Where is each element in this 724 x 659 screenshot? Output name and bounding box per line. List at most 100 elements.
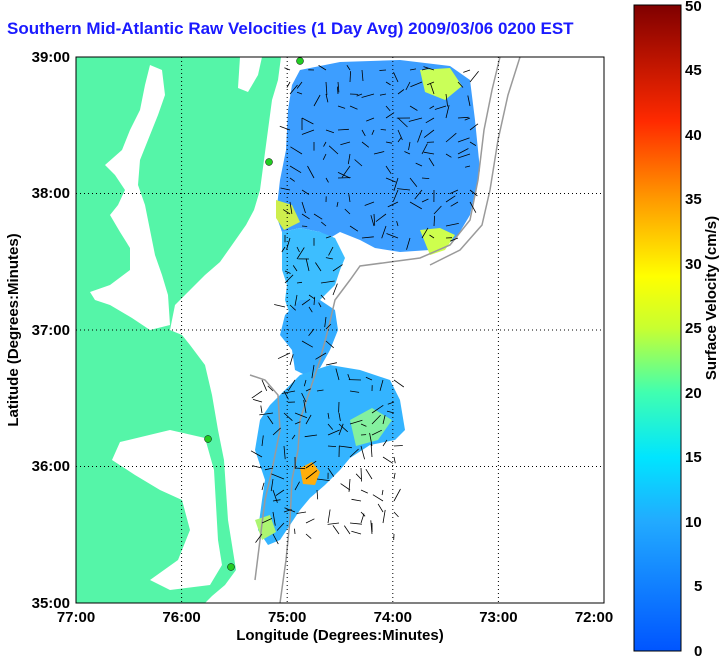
velocity-arrow — [450, 237, 459, 242]
velocity-arrow — [373, 213, 376, 226]
velocity-arrow — [315, 352, 327, 360]
velocity-arrow — [272, 511, 276, 526]
velocity-arrow — [423, 151, 435, 155]
velocity-arrow — [351, 498, 362, 502]
velocity-arrow — [421, 227, 429, 239]
velocity-arrow — [445, 195, 456, 203]
velocity-arrow — [429, 234, 435, 239]
velocity-arrow — [469, 71, 479, 83]
colorbar-tick: 0 — [694, 643, 702, 659]
velocity-arrow — [387, 201, 399, 208]
velocity-arrow — [335, 368, 340, 381]
velocity-arrow — [296, 511, 307, 514]
velocity-arrow — [280, 187, 291, 191]
velocity-arrow — [340, 483, 351, 491]
velocity-arrow — [274, 304, 286, 308]
velocity-arrow — [349, 225, 359, 232]
velocity-arrow — [264, 467, 274, 471]
velocity-arrow — [344, 208, 351, 215]
station-markers — [204, 57, 304, 571]
velocity-arrow — [450, 201, 459, 207]
velocity-arrow — [313, 296, 316, 306]
velocity-arrow — [267, 415, 274, 425]
velocity-arrow — [272, 427, 281, 436]
velocity-arrow — [301, 129, 315, 135]
velocity-field — [255, 60, 480, 545]
lat-tick: 38:00 — [32, 185, 70, 202]
velocity-arrow — [272, 533, 279, 545]
velocity-arrow — [433, 215, 435, 227]
velocity-arrow — [301, 225, 308, 227]
lat-tick: 36:00 — [32, 458, 70, 475]
station-marker — [296, 57, 304, 65]
velocity-arrow — [341, 165, 351, 178]
velocity-arrow — [327, 423, 334, 430]
velocity-arrow — [289, 201, 293, 214]
velocity-arrow — [327, 445, 337, 447]
velocity-arrow — [308, 306, 313, 313]
velocity-arrow — [313, 213, 323, 220]
velocity-arrow — [316, 489, 319, 500]
velocity-arrow — [308, 328, 315, 337]
colorbar-tick: 45 — [685, 62, 702, 79]
velocity-arrow — [382, 439, 388, 447]
velocity-arrow — [261, 435, 264, 447]
velocity-arrow — [320, 280, 335, 284]
velocity-arrow — [338, 423, 348, 433]
velocity-arrow — [294, 421, 301, 425]
velocity-arrow — [351, 530, 362, 535]
velocity-arrow — [364, 201, 375, 206]
velocity-arrow — [271, 473, 285, 480]
velocity-arrow — [296, 246, 300, 253]
velocity-arrow — [311, 364, 315, 379]
velocity-arrow — [386, 233, 399, 239]
velocity-arrow — [361, 236, 374, 239]
velocity-arrow — [261, 482, 265, 491]
velocity-arrow — [445, 153, 452, 158]
velocity-arrow — [301, 298, 311, 306]
velocity-arrow — [282, 209, 291, 215]
velocity-arrow — [305, 533, 312, 539]
delaware-bay — [238, 57, 262, 92]
velocity-arrow — [284, 274, 294, 284]
velocity-arrow — [393, 445, 403, 447]
velocity-arrow — [469, 189, 478, 197]
velocity-arrow — [279, 125, 291, 131]
velocity-arrow — [397, 129, 403, 141]
velocity-arrow — [382, 456, 394, 464]
velocity-arrow — [303, 399, 307, 414]
velocity-arrow — [361, 141, 370, 148]
velocity-arrow — [307, 165, 315, 179]
velocity-arrow — [289, 304, 296, 311]
velocity-arrow — [294, 528, 296, 535]
velocity-arrow — [283, 412, 293, 421]
velocity-arrow — [289, 165, 302, 174]
velocity-arrow — [409, 105, 418, 111]
velocity-arrow — [332, 525, 340, 535]
velocity-arrow — [445, 223, 459, 227]
velocity-arrow — [371, 429, 382, 436]
velocity-arrow — [316, 389, 324, 392]
velocity-arrow — [396, 220, 399, 227]
velocity-arrow — [382, 509, 386, 524]
velocity-arrow — [445, 132, 457, 143]
velocity-arrow — [421, 198, 429, 203]
velocity-arrow — [286, 81, 291, 88]
velocity-arrow — [393, 488, 401, 502]
lon-tick: 73:00 — [479, 609, 517, 626]
velocity-arrow — [340, 141, 351, 146]
velocity-arrow — [283, 390, 289, 400]
velocity-arrow — [464, 165, 471, 168]
velocity-arrow — [325, 257, 334, 260]
velocity-arrow — [379, 93, 387, 96]
velocity-arrow — [405, 81, 411, 91]
velocity-arrow — [296, 81, 303, 89]
velocity-arrow — [457, 116, 469, 119]
velocity-arrow — [406, 237, 411, 250]
velocity-arrow — [445, 93, 448, 107]
velocity-arrow — [261, 518, 273, 524]
station-marker — [265, 158, 273, 166]
velocity-arrow — [393, 511, 399, 518]
velocity-arrow — [332, 283, 338, 296]
velocity-arrow — [457, 153, 471, 159]
